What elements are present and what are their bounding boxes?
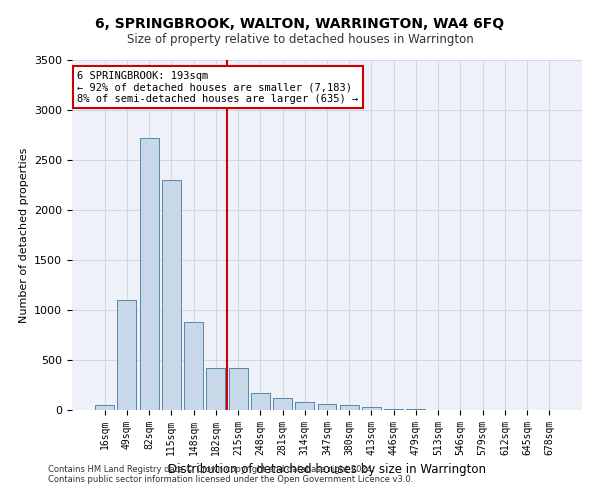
Bar xyxy=(362,407,381,410)
Bar xyxy=(140,138,158,410)
Text: Contains public sector information licensed under the Open Government Licence v3: Contains public sector information licen… xyxy=(48,476,413,484)
Bar xyxy=(229,368,248,410)
Bar xyxy=(206,368,225,410)
Bar xyxy=(406,409,425,410)
Bar xyxy=(340,404,359,410)
Bar xyxy=(251,393,270,410)
Bar xyxy=(317,404,337,410)
Bar xyxy=(184,322,203,410)
Bar xyxy=(295,402,314,410)
Y-axis label: Number of detached properties: Number of detached properties xyxy=(19,148,29,322)
Bar xyxy=(118,300,136,410)
Text: 6 SPRINGBROOK: 193sqm
← 92% of detached houses are smaller (7,183)
8% of semi-de: 6 SPRINGBROOK: 193sqm ← 92% of detached … xyxy=(77,70,358,104)
X-axis label: Distribution of detached houses by size in Warrington: Distribution of detached houses by size … xyxy=(168,464,486,476)
Bar xyxy=(95,405,114,410)
Text: 6, SPRINGBROOK, WALTON, WARRINGTON, WA4 6FQ: 6, SPRINGBROOK, WALTON, WARRINGTON, WA4 … xyxy=(95,18,505,32)
Bar xyxy=(384,409,403,410)
Bar xyxy=(273,398,292,410)
Bar xyxy=(162,180,181,410)
Text: Contains HM Land Registry data © Crown copyright and database right 2024.: Contains HM Land Registry data © Crown c… xyxy=(48,466,374,474)
Text: Size of property relative to detached houses in Warrington: Size of property relative to detached ho… xyxy=(127,32,473,46)
